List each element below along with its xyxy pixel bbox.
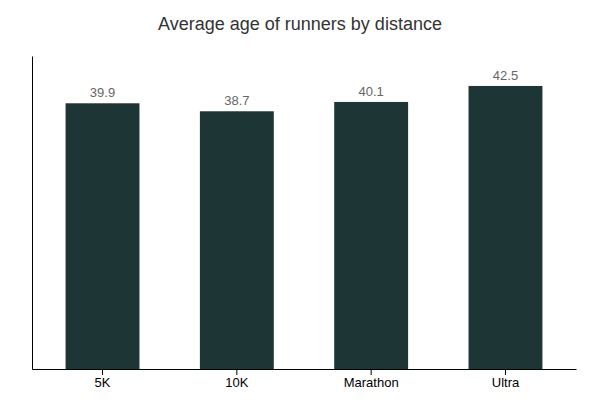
x-tick: 5K [95,369,111,390]
title: Average age of runners by distance [158,14,442,34]
x-axis-line [33,369,577,370]
data-label: 38.7 [224,93,249,108]
x-axis: 5K 10K Marathon Ultra [33,369,577,390]
x-tick-mark [505,369,506,375]
x-tick-label: Ultra [492,375,520,390]
x-tick-mark [236,369,237,375]
x-tick: Ultra [492,369,520,390]
chart: Average age of runners by distance 39.9 38… [0,0,600,409]
x-tick-label: 5K [95,375,111,390]
y-axis [32,57,33,370]
x-tick-label: Marathon [344,375,399,390]
x-tick: Marathon [344,369,399,390]
bar [469,86,543,369]
x-tick: 10K [225,369,248,390]
data-labels: 39.9 38.7 40.1 42.5 [90,68,518,108]
plot: 39.9 38.7 40.1 42.5 5K 10K Marathon Ultra [33,57,577,391]
bar [334,102,408,369]
bars [66,86,543,369]
data-label: 40.1 [359,84,384,99]
y-axis-line [32,57,33,370]
data-label: 39.9 [90,85,115,100]
bar [66,103,140,369]
data-label: 42.5 [493,68,518,83]
x-tick-mark [102,369,103,375]
bar [200,111,274,369]
x-tick-label: 10K [225,375,248,390]
x-tick-mark [371,369,372,375]
